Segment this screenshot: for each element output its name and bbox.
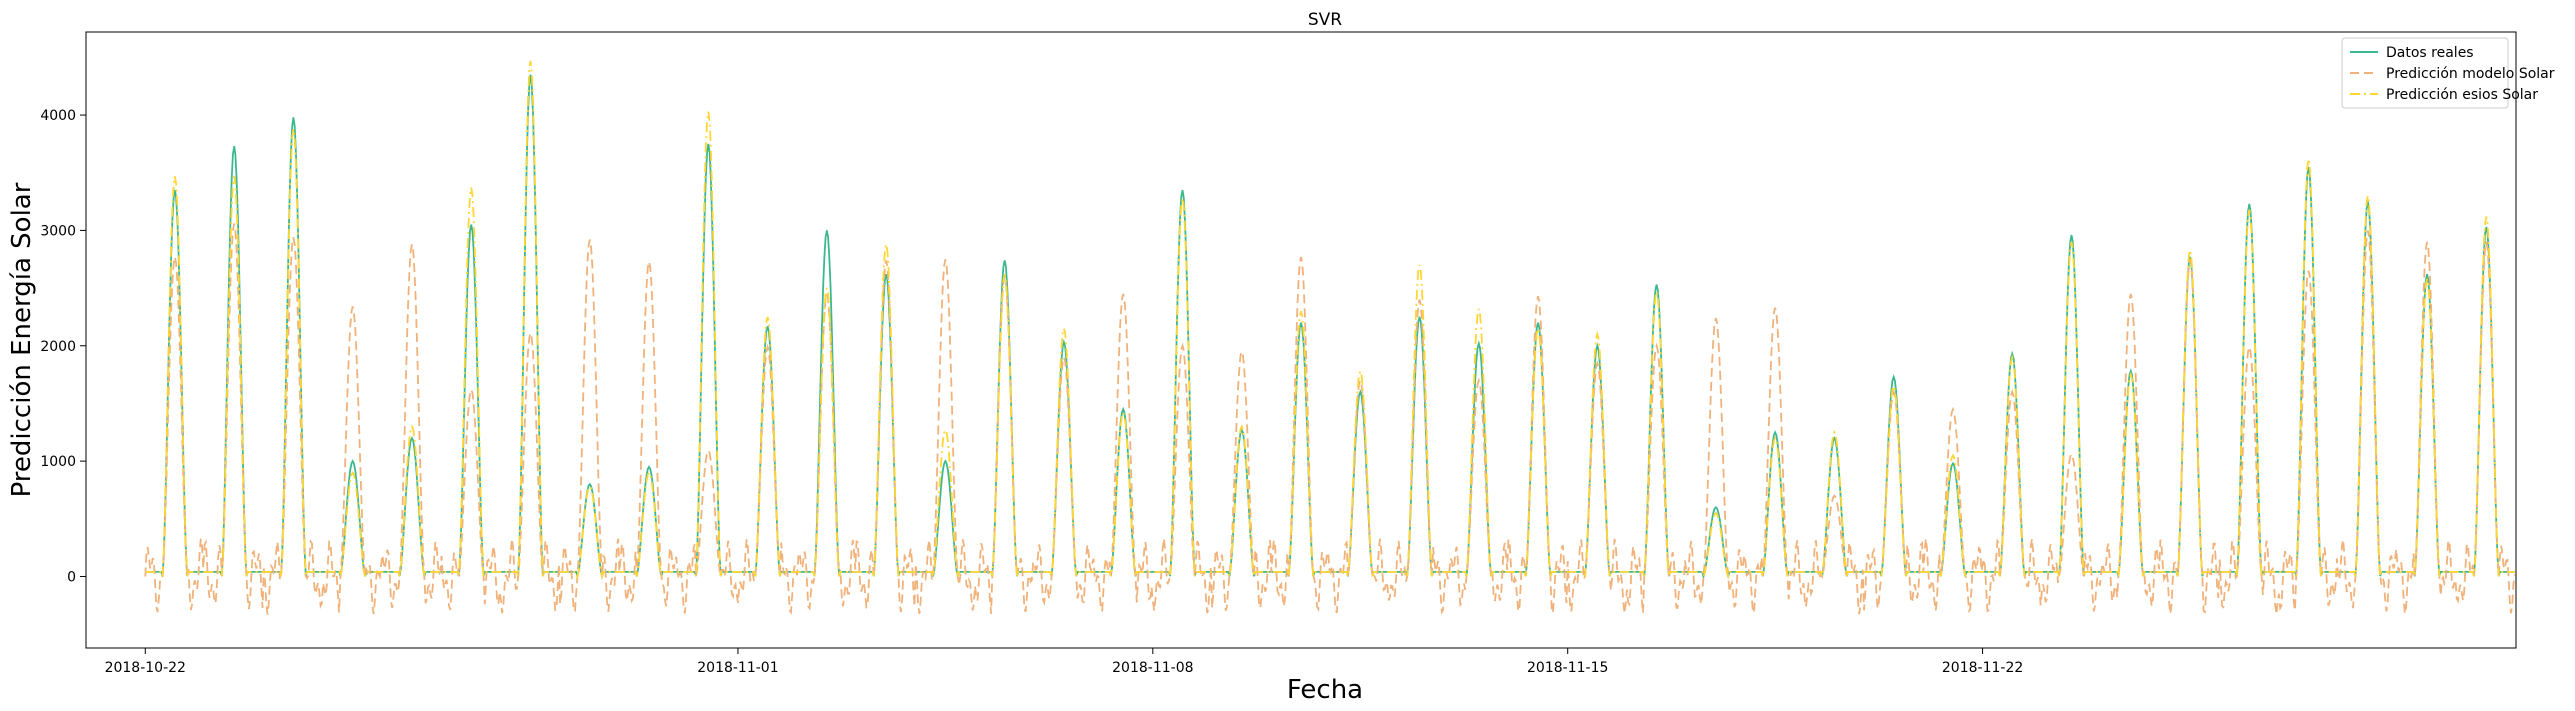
series-line-2: [144, 223, 2516, 615]
y-tick-label: 3000: [40, 223, 76, 239]
y-axis-title: Predicción Energía Solar: [7, 182, 37, 497]
series-line-1: [145, 74, 2515, 580]
legend-box: [2341, 37, 2509, 109]
x-tick-label: 2018-11-08: [1112, 660, 1193, 676]
y-tick-label: 0: [67, 569, 76, 585]
series-layer: [144, 60, 2516, 615]
y-tick-label: 2000: [40, 339, 76, 355]
plot-frame: [85, 31, 2517, 649]
chart-title: SVR: [1308, 10, 1342, 30]
y-tick-label: 1000: [40, 454, 76, 470]
x-tick-label: 2018-11-15: [1527, 660, 1608, 676]
y-tick-label: 4000: [40, 108, 76, 124]
legend-label-1: Datos reales: [2386, 45, 2474, 61]
legend: Datos reales Predicción modelo Solar Predi…: [2341, 37, 2555, 109]
x-tick-label: 2018-11-01: [697, 660, 778, 676]
series-line-3: [145, 60, 2515, 580]
x-tick-label: 2018-11-22: [1942, 660, 2023, 676]
x-axis-title: Fecha: [1287, 675, 1363, 705]
x-tick-label: 2018-10-22: [105, 660, 186, 676]
x-axis: 2018-10-22 2018-11-01 2018-11-08 2018-11-15…: [105, 648, 2023, 676]
legend-label-2: Predicción modelo Solar: [2386, 66, 2555, 82]
legend-label-3: Predicción esios Solar: [2386, 87, 2538, 103]
y-axis: 0 1000 2000 3000 4000: [40, 108, 86, 585]
